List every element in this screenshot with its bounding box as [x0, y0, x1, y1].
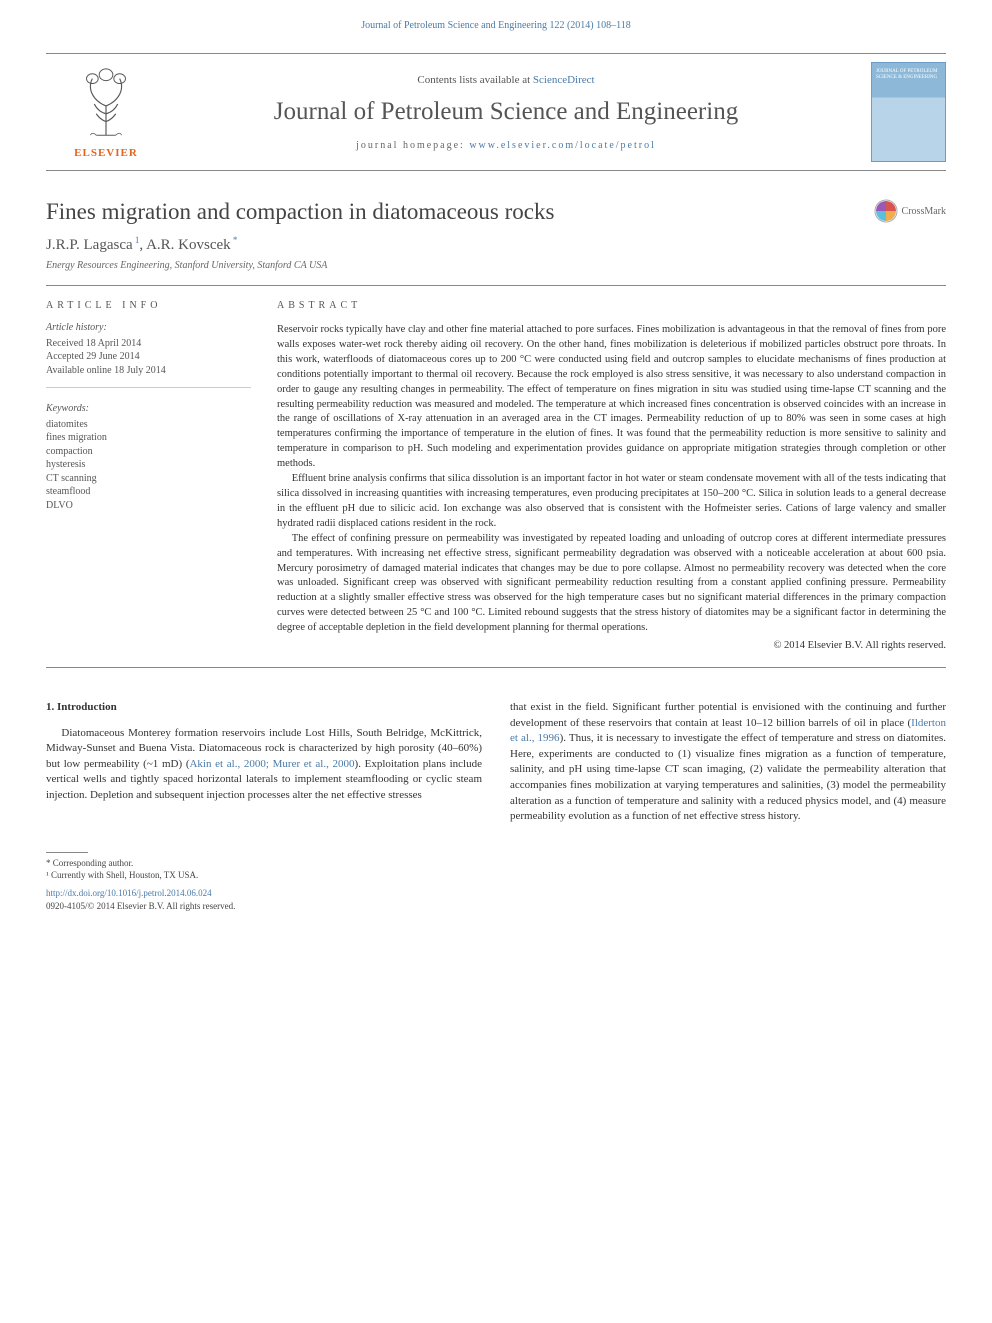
author-2-sup: *: [231, 235, 238, 245]
crossmark-icon: [874, 199, 898, 223]
section-1-heading: 1. Introduction: [46, 700, 482, 716]
footnote-separator: [46, 852, 88, 853]
journal-homepage-line: journal homepage: www.elsevier.com/locat…: [166, 140, 846, 151]
article-title: Fines migration and compaction in diatom…: [46, 199, 946, 225]
elsevier-wordmark: ELSEVIER: [74, 147, 138, 159]
history-received: Received 18 April 2014: [46, 337, 251, 351]
article-meta-row: ARTICLE INFO Article history: Received 1…: [46, 285, 946, 668]
keyword: fines migration: [46, 431, 251, 445]
article-info-column: ARTICLE INFO Article history: Received 1…: [46, 300, 251, 651]
contents-prefix: Contents lists available at: [417, 74, 532, 86]
sciencedirect-link[interactable]: ScienceDirect: [533, 74, 595, 86]
issn-line: 0920-4105/© 2014 Elsevier B.V. All right…: [46, 900, 482, 913]
keyword: CT scanning: [46, 472, 251, 486]
abstract-p3: The effect of confining pressure on perm…: [277, 532, 946, 636]
journal-name: Journal of Petroleum Science and Enginee…: [166, 98, 846, 126]
keyword: steamflood: [46, 485, 251, 499]
footnote-1: ¹ Currently with Shell, Houston, TX USA.: [46, 869, 482, 881]
running-header: Journal of Petroleum Science and Enginee…: [46, 20, 946, 31]
journal-cover-thumbnail: JOURNAL OF PETROLEUM SCIENCE & ENGINEERI…: [871, 62, 946, 162]
masthead-center: Contents lists available at ScienceDirec…: [166, 74, 846, 151]
citation-akin-murer[interactable]: Akin et al., 2000; Murer et al., 2000: [189, 758, 354, 770]
doi-anchor[interactable]: http://dx.doi.org/10.1016/j.petrol.2014.…: [46, 888, 212, 898]
abstract-column: ABSTRACT Reservoir rocks typically have …: [277, 300, 946, 651]
article-history: Article history: Received 18 April 2014 …: [46, 321, 251, 388]
crossmark-badge[interactable]: CrossMark: [874, 199, 946, 223]
masthead-right: JOURNAL OF PETROLEUM SCIENCE & ENGINEERI…: [846, 62, 946, 162]
abstract-heading: ABSTRACT: [277, 300, 946, 311]
intro-p1c-b: ). Thus, it is necessary to investigate …: [510, 732, 946, 822]
elsevier-tree-icon: [67, 65, 145, 143]
history-accepted: Accepted 29 June 2014: [46, 350, 251, 364]
keyword: compaction: [46, 445, 251, 459]
body-columns: 1. Introduction Diatomaceous Monterey fo…: [46, 700, 946, 912]
title-block: CrossMark Fines migration and compaction…: [46, 199, 946, 271]
affiliation: Energy Resources Engineering, Stanford U…: [46, 260, 946, 271]
masthead: ELSEVIER Contents lists available at Sci…: [46, 53, 946, 171]
author-1: J.R.P. Lagasca: [46, 237, 133, 253]
homepage-prefix: journal homepage:: [356, 140, 469, 151]
abstract-p1: Reservoir rocks typically have clay and …: [277, 323, 946, 472]
doi-link[interactable]: http://dx.doi.org/10.1016/j.petrol.2014.…: [46, 887, 482, 900]
publisher-logo-block: ELSEVIER: [46, 65, 166, 159]
abstract-p2: Effluent brine analysis confirms that si…: [277, 472, 946, 532]
intro-p1c-a: that exist in the field. Significant fur…: [510, 701, 946, 729]
keyword: diatomites: [46, 418, 251, 432]
abstract-text: Reservoir rocks typically have clay and …: [277, 323, 946, 636]
abstract-copyright: © 2014 Elsevier B.V. All rights reserved…: [277, 640, 946, 651]
intro-p1: Diatomaceous Monterey formation reservoi…: [46, 726, 482, 804]
running-header-link[interactable]: Journal of Petroleum Science and Enginee…: [361, 20, 631, 31]
intro-p1-cont: that exist in the field. Significant fur…: [510, 700, 946, 825]
journal-cover-title: JOURNAL OF PETROLEUM SCIENCE & ENGINEERI…: [876, 69, 941, 80]
body-col-right: that exist in the field. Significant fur…: [510, 700, 946, 912]
author-list: J.R.P. Lagasca 1, A.R. Kovscek *: [46, 235, 946, 254]
author-corr-link[interactable]: *: [233, 235, 238, 245]
history-online: Available online 18 July 2014: [46, 364, 251, 378]
keywords-label: Keywords:: [46, 402, 251, 416]
keyword: DLVO: [46, 499, 251, 513]
crossmark-label: CrossMark: [902, 206, 946, 217]
footnote-corresponding: * Corresponding author.: [46, 857, 482, 869]
body-col-left: 1. Introduction Diatomaceous Monterey fo…: [46, 700, 482, 912]
article-info-heading: ARTICLE INFO: [46, 300, 251, 311]
author-2: , A.R. Kovscek: [139, 237, 230, 253]
contents-available-line: Contents lists available at ScienceDirec…: [166, 74, 846, 86]
keyword: hysteresis: [46, 458, 251, 472]
history-label: Article history:: [46, 321, 251, 335]
homepage-link[interactable]: www.elsevier.com/locate/petrol: [469, 140, 656, 151]
keywords-block: Keywords: diatomites fines migration com…: [46, 402, 251, 512]
